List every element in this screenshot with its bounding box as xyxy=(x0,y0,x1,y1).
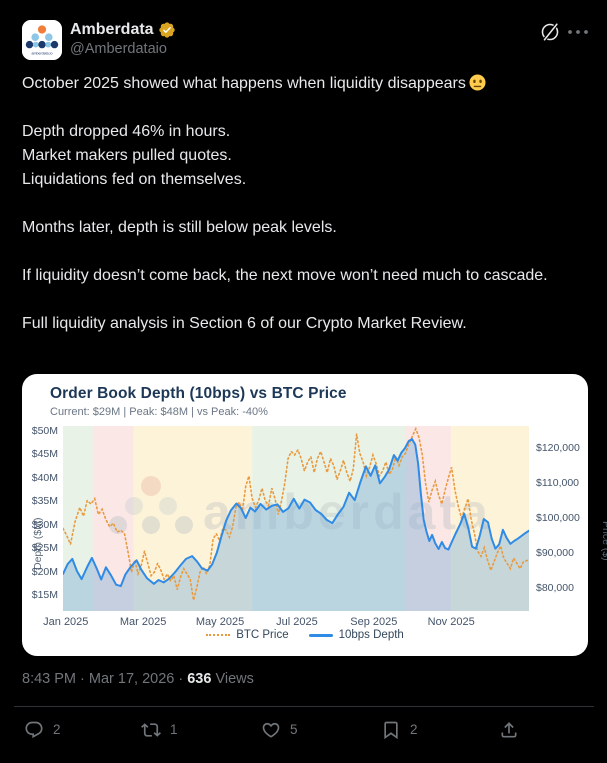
svg-text:amberdata.io: amberdata.io xyxy=(32,52,53,56)
chart-card[interactable]: Order Book Depth (10bps) vs BTC Price Cu… xyxy=(22,374,607,656)
like-button[interactable]: 5 xyxy=(261,720,298,740)
left-axis-tick-label: $35M xyxy=(31,495,58,508)
timestamp[interactable]: 8:43 PM · Mar 17, 2026 · 636 Views xyxy=(22,671,254,687)
avatar[interactable]: amberdata.io xyxy=(22,20,62,60)
left-axis-tick-label: $50M xyxy=(31,424,58,437)
reply-icon xyxy=(25,721,43,739)
bookmark-icon xyxy=(384,721,398,740)
legend-item-depth: 10bps Depth xyxy=(308,629,404,641)
solid-line-swatch-icon xyxy=(308,633,333,637)
x-axis-tick-label: Jan 2025 xyxy=(43,616,89,628)
left-axis-tick-label: $25M xyxy=(31,542,58,555)
tweet-paragraph: Months later, depth is still below peak … xyxy=(22,219,337,236)
grok-slash-icon xyxy=(541,23,559,41)
left-axis-tick-label: $45M xyxy=(31,448,58,461)
chart-plot-area: amberdata Depth ($M) Price ($) $50M$45M$… xyxy=(32,425,607,628)
repost-count: 1 xyxy=(170,722,178,737)
bookmark-count: 2 xyxy=(410,722,418,737)
repost-button[interactable]: 1 xyxy=(141,720,178,740)
tweet-paragraph: Full liquidity analysis in Section 6 of … xyxy=(22,315,467,332)
neutral-face-emoji-icon xyxy=(469,73,486,91)
chart-canvas: amberdata xyxy=(63,426,529,611)
right-axis-tick-label: $120,000 xyxy=(536,442,580,455)
chart-title: Order Book Depth (10bps) vs BTC Price xyxy=(50,385,347,402)
dotted-line-swatch-icon xyxy=(206,634,231,636)
right-axis-title: Price ($) xyxy=(600,521,607,561)
x-axis-tick-label: May 2025 xyxy=(195,616,245,628)
x-axis-tick-label: Sep 2025 xyxy=(350,616,398,628)
repost-icon xyxy=(141,723,161,737)
heart-icon xyxy=(262,722,280,738)
x-axis-tick-label: Nov 2025 xyxy=(427,616,475,628)
left-axis-tick-label: $15M xyxy=(31,589,58,602)
right-axis-tick-label: $80,000 xyxy=(536,581,574,594)
legend-label: 10bps Depth xyxy=(338,629,404,641)
more-icon xyxy=(568,30,588,34)
more-button[interactable] xyxy=(567,23,589,41)
x-axis-tick-label: Jul 2025 xyxy=(276,616,318,628)
share-button[interactable] xyxy=(499,720,519,740)
amberdata-logo-icon: amberdata.io xyxy=(22,20,62,60)
svg-text:amberdata: amberdata xyxy=(203,484,492,540)
time-date: 8:43 PM · Mar 17, 2026 xyxy=(22,671,175,687)
left-axis-tick-label: $40M xyxy=(31,471,58,484)
display-name[interactable]: Amberdata xyxy=(70,21,154,38)
tweet-paragraph: If liquidity doesn’t come back, the next… xyxy=(22,267,548,284)
x-axis-tick-label: Mar 2025 xyxy=(119,616,167,628)
tweet-paragraph: Depth dropped 46% in hours. Market maker… xyxy=(22,123,247,188)
bookmark-button[interactable]: 2 xyxy=(381,720,418,740)
chart-legend: BTC Price 10bps Depth xyxy=(22,629,588,641)
left-axis-tick-label: $20M xyxy=(31,565,58,578)
right-axis-tick-label: $110,000 xyxy=(536,477,580,489)
views-count: 636 xyxy=(187,671,212,687)
like-count: 5 xyxy=(290,722,298,737)
share-icon xyxy=(501,722,517,738)
reply-button[interactable]: 2 xyxy=(24,720,61,740)
right-axis-tick-label: $100,000 xyxy=(536,511,580,524)
left-axis-tick-label: $30M xyxy=(31,518,58,531)
divider xyxy=(14,706,594,707)
tweet-paragraph: October 2025 showed what happens when li… xyxy=(22,72,587,96)
legend-item-btc-price: BTC Price xyxy=(206,629,289,641)
legend-label: BTC Price xyxy=(236,629,289,641)
right-axis-tick-label: $90,000 xyxy=(536,546,574,559)
tweet-text: October 2025 showed what happens when li… xyxy=(22,72,587,336)
user-handle[interactable]: @Amberdataio xyxy=(70,41,167,57)
reply-count: 2 xyxy=(53,722,61,737)
views-label: Views xyxy=(211,671,254,687)
chart-subtitle: Current: $29M | Peak: $48M | vs Peak: -4… xyxy=(50,406,268,418)
gold-verified-badge-icon xyxy=(158,21,175,38)
grok-actions-button[interactable] xyxy=(539,21,561,43)
